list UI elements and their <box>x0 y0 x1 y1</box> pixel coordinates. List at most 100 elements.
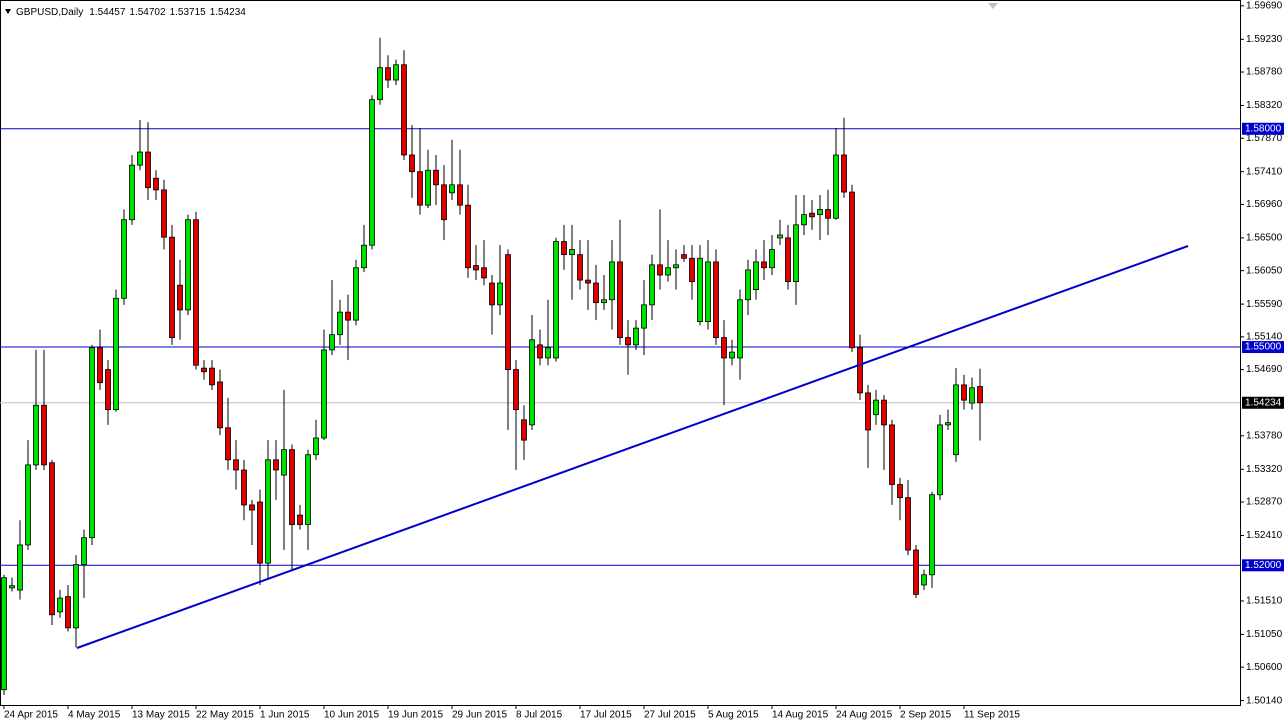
candle-body <box>857 347 863 394</box>
candle-body <box>657 264 663 276</box>
candle-body <box>17 544 23 591</box>
y-tick-label: 1.56050 <box>1246 265 1283 276</box>
candle-body <box>737 299 743 359</box>
candle-body <box>561 241 567 256</box>
candle-body <box>313 437 319 456</box>
candle-body <box>585 279 591 284</box>
candle-body <box>489 282 495 306</box>
trend-line <box>76 245 1189 649</box>
y-tick-label: 1.52410 <box>1246 530 1283 541</box>
candle-body <box>225 427 231 461</box>
candle-body <box>953 384 959 456</box>
candle-body <box>361 244 367 269</box>
candle-body <box>161 189 167 238</box>
y-tick-label: 1.57870 <box>1246 133 1283 144</box>
plot-frame <box>0 0 1241 706</box>
candle-body <box>129 164 135 221</box>
level-label: 1.52000 <box>1245 560 1282 571</box>
candle-body <box>33 404 39 466</box>
candle-body <box>1 577 7 691</box>
candle-body <box>601 299 607 304</box>
x-tick-label: 8 Jul 2015 <box>516 710 563 721</box>
candle-body <box>849 191 855 349</box>
candle-body <box>145 151 151 189</box>
candle-body <box>553 241 559 359</box>
candle-body <box>921 574 927 586</box>
candle-body <box>265 459 271 564</box>
candle-body <box>241 469 247 506</box>
x-tick-label: 22 May 2015 <box>196 710 254 721</box>
candle-body <box>705 261 711 322</box>
y-tick-label: 1.59230 <box>1246 34 1283 45</box>
x-tick-label: 1 Jun 2015 <box>260 710 310 721</box>
price-label: 1.54234 <box>1245 397 1282 408</box>
y-tick-label: 1.58780 <box>1246 67 1283 78</box>
plot-marks <box>0 37 1240 695</box>
candle-body <box>465 204 471 269</box>
candle-body <box>721 337 727 359</box>
header-open: 1.54457 <box>89 7 126 18</box>
candle-body <box>785 237 791 282</box>
x-tick-label: 4 May 2015 <box>68 710 121 721</box>
candle-body <box>873 399 879 416</box>
header-low: 1.53715 <box>170 7 207 18</box>
level-label-box <box>1242 122 1284 135</box>
x-tick-label: 14 Aug 2015 <box>772 710 829 721</box>
candle-body <box>321 349 327 439</box>
candle-body <box>329 334 335 351</box>
y-tick-label: 1.54690 <box>1246 364 1283 375</box>
x-tick-label: 11 Sep 2015 <box>964 710 1020 721</box>
candle-body <box>753 261 759 290</box>
candle-body <box>649 264 655 306</box>
candle-body <box>81 537 87 565</box>
y-tick-label: 1.58320 <box>1246 100 1283 111</box>
chart-header: GBPUSD,Daily 1.54457 1.54702 1.53715 1.54234 <box>16 7 246 18</box>
candle-body <box>297 514 303 525</box>
candle-body <box>281 449 287 476</box>
x-tick-label: 10 Jun 2015 <box>324 710 379 721</box>
candle-body <box>793 224 799 282</box>
menu-arrow <box>5 9 11 14</box>
candle-body <box>521 419 527 441</box>
candle-body <box>481 267 487 279</box>
candle-body <box>233 459 239 471</box>
y-tick-label: 1.51050 <box>1246 629 1283 640</box>
candle-body <box>113 297 119 411</box>
x-tick-label: 5 Aug 2015 <box>708 710 759 721</box>
candle-body <box>353 267 359 321</box>
y-tick-label: 1.57410 <box>1246 166 1283 177</box>
y-tick-label: 1.51510 <box>1246 596 1283 607</box>
y-tick-label: 1.56960 <box>1246 199 1283 210</box>
x-tick-label: 29 Jun 2015 <box>452 710 507 721</box>
candle-body <box>801 214 807 226</box>
candle-body <box>937 424 943 496</box>
y-tick-label: 1.50140 <box>1246 695 1283 706</box>
candle-body <box>969 387 975 404</box>
candle-body <box>385 67 391 81</box>
x-tick-label: 19 Jun 2015 <box>388 710 443 721</box>
y-tick-label: 1.53320 <box>1246 464 1283 475</box>
candle-body <box>513 369 519 411</box>
candle-body <box>57 597 63 613</box>
candle-body <box>745 269 751 301</box>
candle-body <box>545 347 551 359</box>
candle-body <box>505 254 511 370</box>
candle-body <box>257 501 263 564</box>
y-tick-label: 1.55140 <box>1246 331 1283 342</box>
y-tick-label: 1.55590 <box>1246 299 1283 310</box>
candle-body <box>401 64 407 156</box>
candle-body <box>177 284 183 311</box>
candle-body <box>609 261 615 301</box>
candle-body <box>889 424 895 485</box>
candle-body <box>633 327 639 346</box>
y-tick-label: 1.59690 <box>1246 0 1283 11</box>
candle-body <box>713 261 719 338</box>
candle-body <box>641 304 647 329</box>
candle-body <box>945 422 951 426</box>
level-label: 1.55000 <box>1245 342 1282 353</box>
candle-body <box>41 404 47 466</box>
candle-body <box>777 234 783 239</box>
candle-body <box>89 347 95 539</box>
